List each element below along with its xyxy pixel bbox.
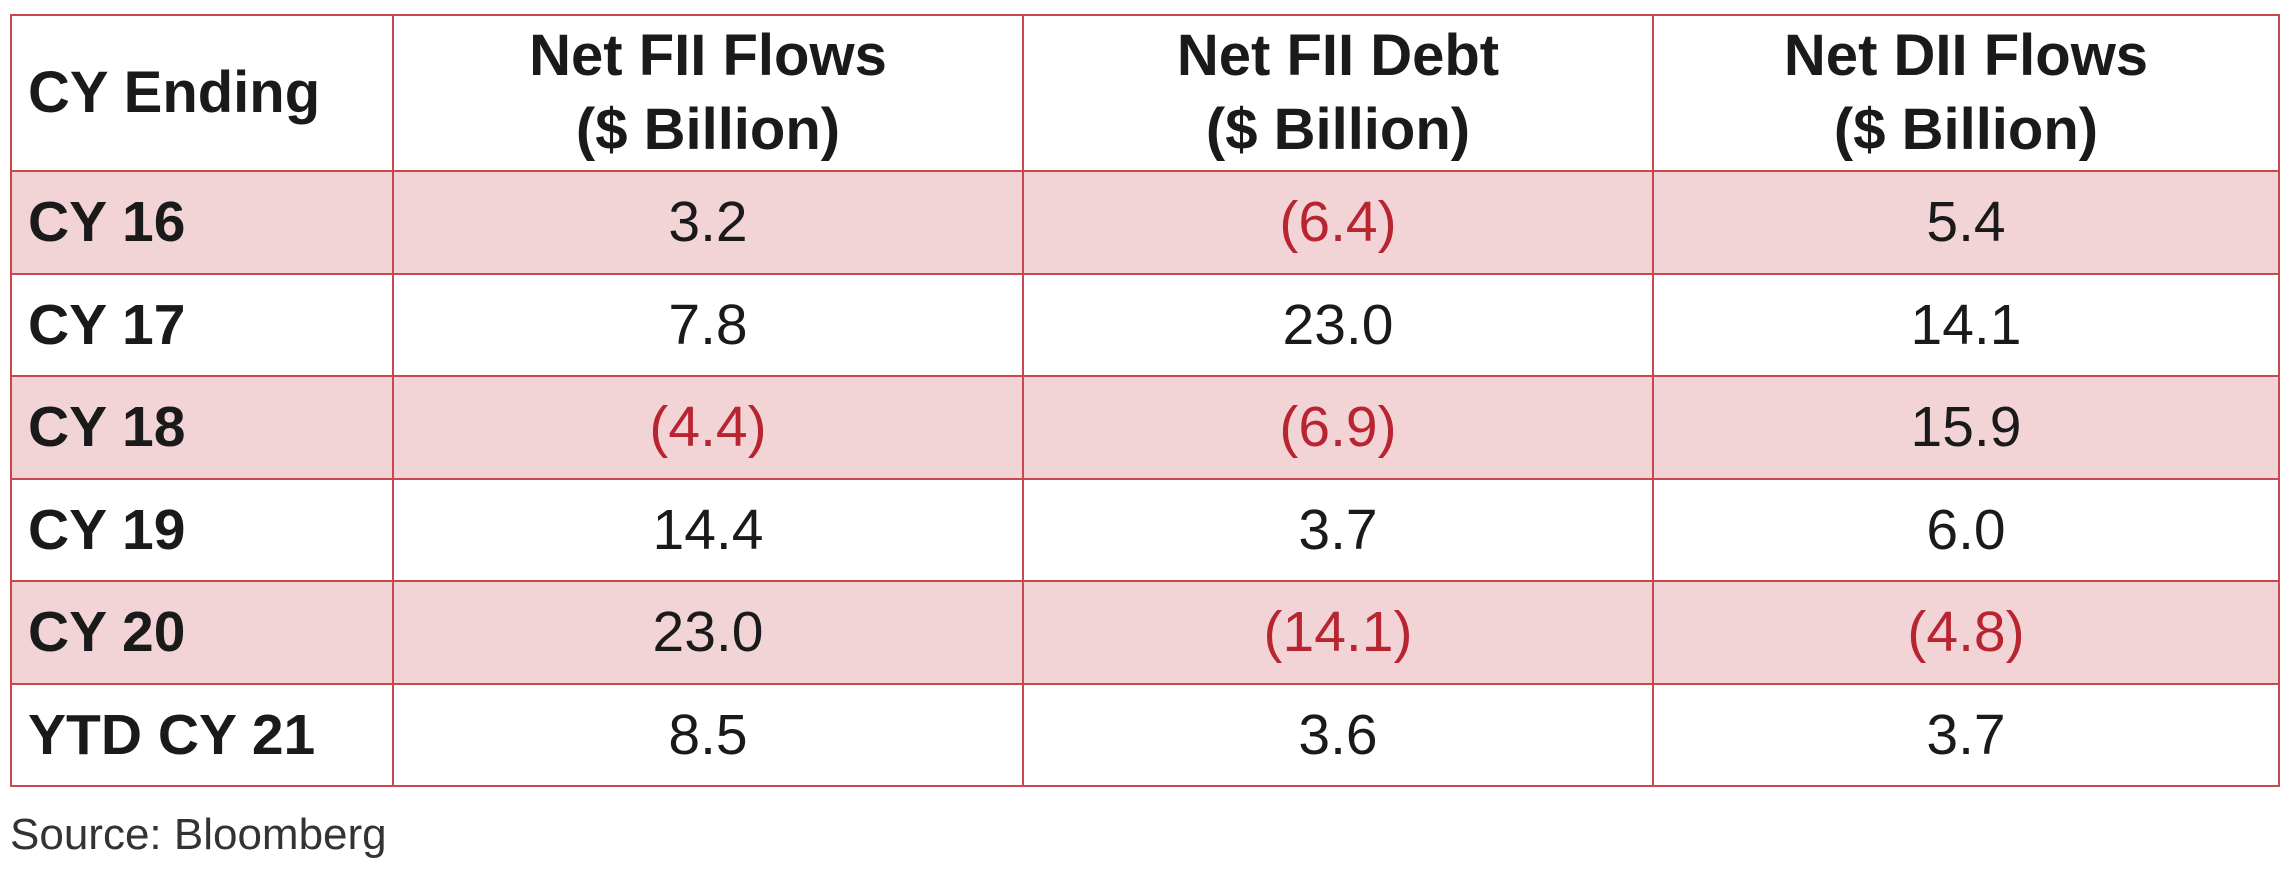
column-header-net-fii-debt: Net FII Debt ($ Billion) [1022, 14, 1654, 172]
table-cell: 3.7 [1022, 477, 1654, 582]
table-cell: 6.0 [1652, 477, 2280, 582]
table-cell: 14.4 [392, 477, 1024, 582]
header-line-1: Net FII Debt [1176, 23, 1500, 88]
table-cell: 15.9 [1652, 375, 2280, 480]
table-cell: 3.2 [392, 170, 1024, 275]
header-row: CY Ending Net FII Flows ($ Billion) Net … [10, 14, 2280, 172]
column-header-net-dii-flows: Net DII Flows ($ Billion) [1652, 14, 2280, 172]
table-cell: (14.1) [1022, 580, 1654, 685]
table-row: CY 19 14.4 3.7 6.0 [10, 477, 2280, 582]
row-label: CY 18 [10, 375, 394, 480]
column-header-cy-ending: CY Ending [10, 14, 394, 172]
column-header-net-fii-flows: Net FII Flows ($ Billion) [392, 14, 1024, 172]
table-cell: 23.0 [1022, 272, 1654, 377]
row-label: CY 16 [10, 170, 394, 275]
header-line-1: Net FII Flows [529, 23, 887, 88]
table-row: YTD CY 21 8.5 3.6 3.7 [10, 682, 2280, 787]
table-cell: 3.7 [1652, 682, 2280, 787]
table-cell: 3.6 [1022, 682, 1654, 787]
table-cell: 14.1 [1652, 272, 2280, 377]
table-cell: (6.4) [1022, 170, 1654, 275]
header-line-2: ($ Billion) [1833, 97, 2099, 162]
table-cell: (4.8) [1652, 580, 2280, 685]
table-cell: 5.4 [1652, 170, 2280, 275]
table-cell: (6.9) [1022, 375, 1654, 480]
table-cell: 8.5 [392, 682, 1024, 787]
table-row: CY 18 (4.4) (6.9) 15.9 [10, 375, 2280, 480]
header-line-2: ($ Billion) [575, 97, 841, 162]
source-note: Source: Bloomberg [10, 810, 387, 859]
table-cell: (4.4) [392, 375, 1024, 480]
row-label: CY 19 [10, 477, 394, 582]
table-body: CY 16 3.2 (6.4) 5.4 CY 17 7.8 23.0 14.1 CY 18 (4.… [10, 170, 2280, 787]
table-row: CY 17 7.8 23.0 14.1 [10, 272, 2280, 377]
row-label: CY 20 [10, 580, 394, 685]
table-cell: 23.0 [392, 580, 1024, 685]
data-table-container: CY Ending Net FII Flows ($ Billion) Net … [10, 14, 2280, 787]
table-row: CY 16 3.2 (6.4) 5.4 [10, 170, 2280, 275]
table-cell: 7.8 [392, 272, 1024, 377]
table-row: CY 20 23.0 (14.1) (4.8) [10, 580, 2280, 685]
header-label: CY Ending [28, 60, 321, 125]
row-label: YTD CY 21 [10, 682, 394, 787]
row-label: CY 17 [10, 272, 394, 377]
header-line-1: Net DII Flows [1783, 23, 2149, 88]
header-line-2: ($ Billion) [1205, 97, 1471, 162]
flows-table: CY Ending Net FII Flows ($ Billion) Net … [10, 14, 2280, 787]
